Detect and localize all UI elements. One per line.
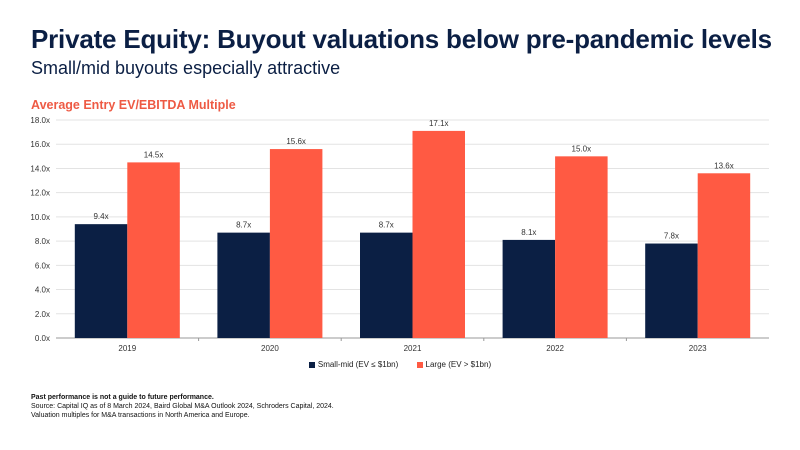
y-tick-label: 6.0x [35, 261, 50, 270]
data-label: 14.5x [144, 150, 164, 159]
legend-item-small-mid: Small-mid (EV ≤ $1bn) [308, 360, 399, 369]
legend-swatch-small-mid [308, 361, 315, 368]
bar-small-mid [645, 243, 698, 338]
x-tick-label: 2023 [689, 344, 707, 353]
data-label: 15.6x [286, 137, 306, 146]
page-title: Private Equity: Buyout valuations below … [31, 24, 772, 54]
source-note: Source: Capital IQ as of 8 March 2024, B… [31, 403, 334, 410]
legend-item-large: Large (EV > $1bn) [416, 360, 492, 369]
data-label: 8.1x [521, 228, 536, 237]
data-label: 9.4x [93, 212, 108, 221]
bar-large [269, 149, 323, 338]
chart-legend: Small-mid (EV ≤ $1bn) Large (EV > $1bn) [0, 360, 800, 370]
bar-chart: 0.0x 2.0x 4.0x 6.0x 8.0x 10.0x 12.0x 14.0x 16.0x… [30, 116, 769, 353]
data-label: 15.0x [572, 144, 592, 153]
footnotes: Past performance is not a guide to futur… [31, 393, 334, 420]
legend-label-small-mid: Small-mid (EV ≤ $1bn) [317, 360, 399, 369]
y-tick-label: 0.0x [35, 334, 50, 343]
bar-small-mid [502, 239, 556, 338]
page-subtitle: Small/mid buyouts especially attractive [31, 58, 341, 78]
data-label: 8.7x [236, 221, 251, 230]
disclaimer: Past performance is not a guide to futur… [31, 394, 214, 401]
y-tick-label: 16.0x [30, 140, 50, 149]
bar-large [412, 130, 465, 338]
x-tick-label: 2020 [261, 344, 279, 353]
x-tick-label: 2022 [546, 344, 564, 353]
valuation-note: Valuation multiples for M&A transactions… [31, 412, 250, 419]
bar-large [697, 173, 751, 338]
y-tick-label: 8.0x [35, 237, 50, 246]
y-tick-label: 14.0x [30, 164, 50, 173]
bar-large [127, 162, 180, 338]
x-tick-label: 2019 [118, 344, 136, 353]
y-tick-label: 18.0x [30, 116, 50, 125]
y-tick-label: 10.0x [30, 213, 50, 222]
x-tick-label: 2021 [404, 344, 422, 353]
bar-small-mid [217, 232, 270, 338]
legend-label-large: Large (EV > $1bn) [425, 360, 492, 369]
data-label: 8.7x [379, 221, 394, 230]
bar-large [555, 156, 608, 338]
data-label: 17.1x [429, 119, 449, 128]
bar-small-mid [74, 224, 128, 338]
chart-title: Average Entry EV/EBITDA Multiple [31, 98, 236, 112]
data-label: 13.6x [714, 161, 734, 170]
bar-small-mid [360, 232, 413, 338]
data-label: 7.8x [664, 232, 679, 241]
y-tick-label: 4.0x [35, 286, 50, 295]
y-tick-label: 2.0x [35, 310, 50, 319]
y-tick-label: 12.0x [30, 189, 50, 198]
legend-swatch-large [416, 361, 423, 368]
